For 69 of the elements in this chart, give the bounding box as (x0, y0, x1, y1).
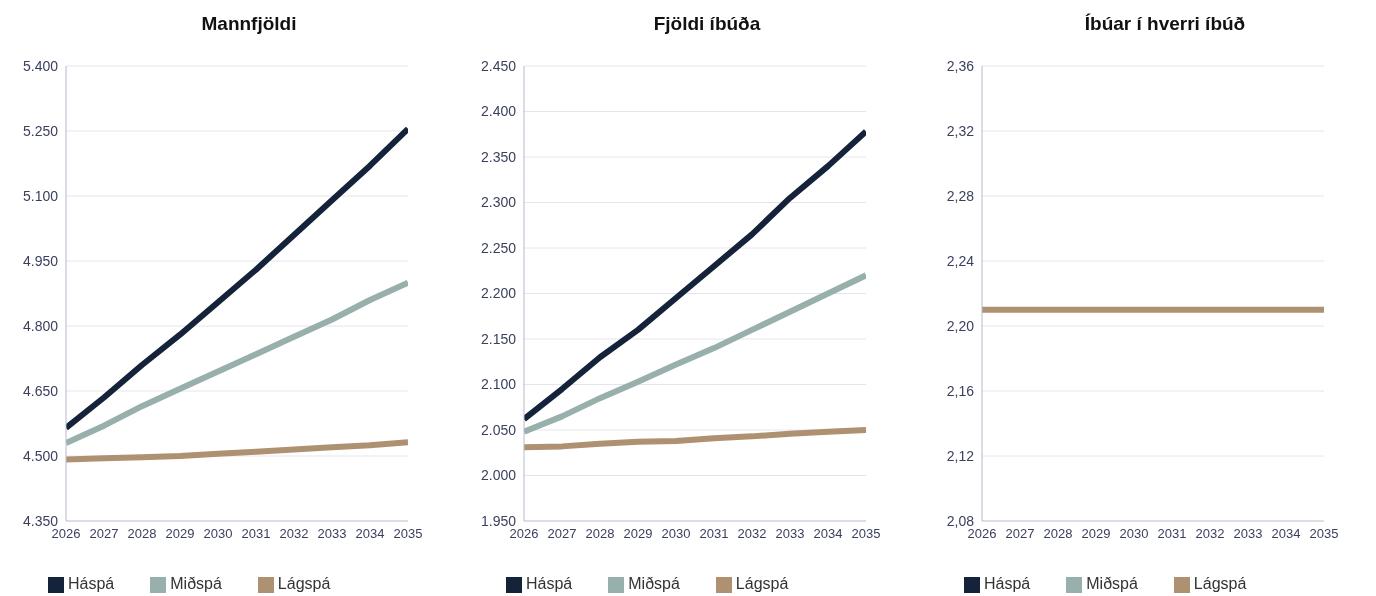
x-tick-label: 2035 (851, 526, 881, 542)
y-tick-label: 4.500 (22, 447, 59, 464)
x-tick-label: 2026 (509, 526, 539, 542)
x-tick-label: 2035 (393, 526, 423, 542)
legend-label: Miðspá (628, 575, 680, 592)
y-tick-label: 2.200 (480, 285, 517, 302)
x-tick-label: 2032 (737, 526, 767, 542)
x-tick-label: 2033 (317, 526, 347, 542)
y-tick-label: 2.000 (480, 467, 517, 484)
chart-title: Mannfjöldi (200, 12, 298, 36)
legend-label: Miðspá (1086, 575, 1138, 592)
chart-title: Íbúar í hverri íbúð (1083, 12, 1247, 36)
x-tick-label: 2027 (547, 526, 577, 542)
y-tick-label: 2,08 (946, 512, 975, 529)
x-tick-label: 2030 (1119, 526, 1149, 542)
y-tick-label: 4.350 (22, 512, 59, 529)
legend-label: Háspá (526, 575, 573, 592)
legend-label: Lágspá (1193, 575, 1247, 592)
x-tick-label: 2026 (51, 526, 81, 542)
y-tick-label: 5.250 (22, 122, 59, 139)
x-tick-label: 2031 (1157, 526, 1187, 542)
x-tick-label: 2028 (127, 526, 157, 542)
y-tick-label: 2,28 (946, 187, 975, 204)
x-tick-label: 2028 (585, 526, 615, 542)
x-tick-label: 2029 (165, 526, 195, 542)
x-tick-label: 2027 (1005, 526, 1035, 542)
y-tick-label: 2.100 (480, 376, 517, 393)
x-tick-label: 2031 (699, 526, 729, 542)
x-tick-label: 2027 (89, 526, 119, 542)
y-tick-label: 2.250 (480, 239, 517, 256)
legend-label: Lágspá (277, 575, 331, 592)
legend-label: Háspá (68, 575, 115, 592)
y-tick-label: 4.950 (22, 252, 59, 269)
x-tick-label: 2030 (661, 526, 691, 542)
chart-title: Fjöldi íbúða (652, 12, 762, 36)
x-tick-label: 2035 (1309, 526, 1339, 542)
x-tick-label: 2026 (967, 526, 997, 542)
y-tick-label: 2,12 (946, 447, 975, 464)
y-tick-label: 2,24 (946, 252, 975, 269)
x-tick-label: 2029 (623, 526, 653, 542)
x-tick-label: 2034 (355, 526, 385, 542)
y-tick-label: 5.400 (22, 57, 59, 74)
y-tick-label: 2,20 (946, 317, 975, 334)
x-tick-label: 2032 (1195, 526, 1225, 542)
y-tick-label: 2.050 (480, 421, 517, 438)
y-tick-label: 5.100 (22, 187, 59, 204)
y-tick-label: 2.450 (480, 57, 517, 74)
legend-label: Háspá (984, 575, 1031, 592)
y-tick-label: 2,32 (946, 122, 975, 139)
x-tick-label: 2033 (775, 526, 805, 542)
y-tick-label: 1.950 (480, 512, 517, 529)
x-tick-label: 2029 (1081, 526, 1111, 542)
y-tick-label: 2.350 (480, 148, 517, 165)
x-tick-label: 2033 (1233, 526, 1263, 542)
x-tick-label: 2028 (1043, 526, 1073, 542)
y-tick-label: 2.300 (480, 194, 517, 211)
x-tick-label: 2034 (813, 526, 843, 542)
x-tick-label: 2031 (241, 526, 271, 542)
legend-label: Lágspá (735, 575, 789, 592)
y-tick-label: 4.800 (22, 317, 59, 334)
legend-label: Miðspá (170, 575, 222, 592)
x-tick-label: 2030 (203, 526, 233, 542)
y-tick-label: 2,16 (946, 382, 975, 399)
y-tick-label: 2.150 (480, 330, 517, 347)
y-tick-label: 2.400 (480, 103, 517, 120)
y-tick-label: 2,36 (946, 57, 975, 74)
y-tick-label: 4.650 (22, 382, 59, 399)
x-tick-label: 2034 (1271, 526, 1301, 542)
x-tick-label: 2032 (279, 526, 309, 542)
